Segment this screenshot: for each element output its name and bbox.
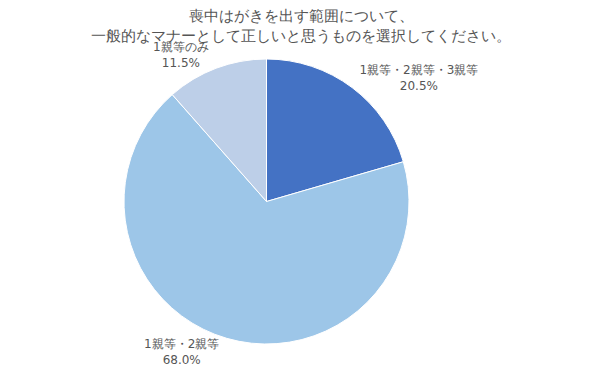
svg-text:喪中はがきを出す範囲について、一般的なマナーとして正しいと思: 喪中はがきを出す範囲について、一般的なマナーとして正しいと思うものを選択してくだ… [91,7,511,45]
svg-text:1親等・2親等68.0%: 1親等・2親等68.0% [144,337,219,367]
svg-text:1親等のみ11.5%: 1親等のみ11.5% [153,40,209,70]
svg-text:1親等・2親等・3親等20.5%: 1親等・2親等・3親等20.5% [359,63,478,93]
